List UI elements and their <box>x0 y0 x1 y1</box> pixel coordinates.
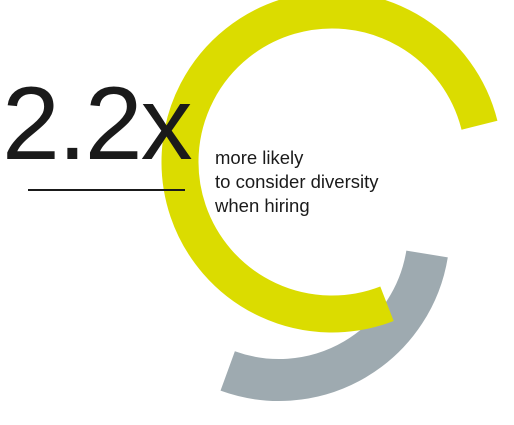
arc-layer <box>161 0 498 401</box>
baseline-arc <box>220 250 448 401</box>
caption-line-3: when hiring <box>215 195 310 216</box>
highlight-arc <box>161 0 498 333</box>
caption-line-1: more likely <box>215 147 304 168</box>
caption-line-2: to consider diversity <box>215 171 379 192</box>
stat-underline <box>28 189 185 191</box>
stat-value: 2.2x <box>2 66 193 182</box>
stat-caption: more likely to consider diversity when h… <box>215 146 378 218</box>
